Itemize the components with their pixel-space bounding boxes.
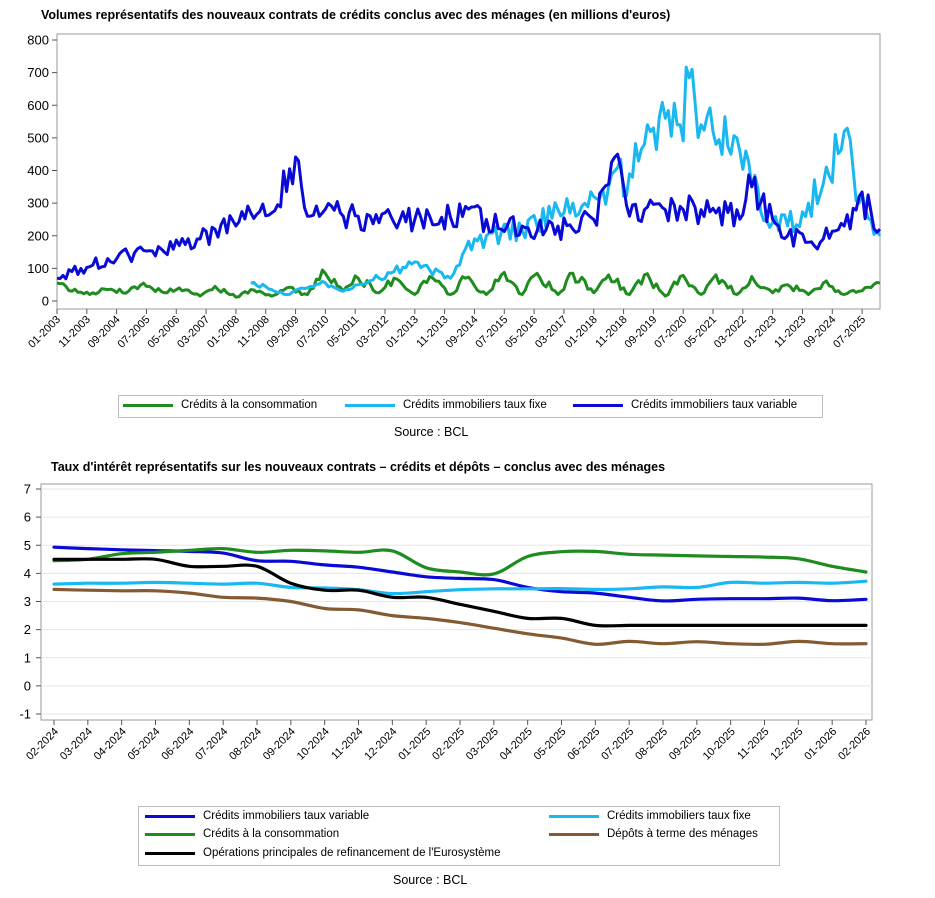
y-tick-label: 600 bbox=[27, 98, 49, 113]
chart2-legend: Crédits immobiliers taux variable Crédit… bbox=[138, 806, 780, 866]
x-tick-label: 07-2010 bbox=[294, 314, 331, 351]
x-tick-label: 12-2025 bbox=[768, 726, 805, 763]
y-tick-label: 800 bbox=[27, 33, 49, 48]
series-line-0 bbox=[56, 268, 881, 299]
x-tick-label: 01-2023 bbox=[742, 314, 779, 351]
x-tick-label: 02-2026 bbox=[836, 726, 873, 763]
plot-frame bbox=[56, 33, 881, 310]
legend-item-depots: Dépôts à terme des ménages bbox=[549, 828, 758, 840]
legend-label: Dépôts à terme des ménages bbox=[607, 828, 758, 840]
chart2-plot: -10123456702-202403-202404-202405-202406… bbox=[19, 482, 873, 763]
y-tick-label: 300 bbox=[27, 196, 49, 211]
y-tick-label: 0 bbox=[24, 678, 31, 693]
x-tick-label: 11-2025 bbox=[735, 726, 771, 762]
series-line-4 bbox=[52, 557, 868, 628]
y-tick-label: 5 bbox=[24, 538, 31, 553]
legend-label: Crédits à la consommation bbox=[181, 399, 318, 411]
legend-label: Crédits immobiliers taux variable bbox=[203, 810, 370, 822]
x-tick-label: 07-2025 bbox=[831, 314, 868, 351]
x-tick-label: 03-2025 bbox=[464, 726, 501, 763]
legend-item-consommation: Crédits à la consommation bbox=[145, 828, 339, 840]
legend-item-consommation: Crédits à la consommation bbox=[123, 399, 317, 411]
y-tick-label: -1 bbox=[19, 707, 31, 722]
legend-item-taux-variable: Crédits immobiliers taux variable bbox=[573, 399, 797, 411]
x-tick-label: 03-2024 bbox=[58, 726, 95, 763]
x-tick-label: 04-2024 bbox=[92, 726, 129, 763]
chart1-source: Source : BCL bbox=[394, 425, 469, 439]
legend-swatch bbox=[145, 851, 195, 855]
x-tick-label: 02-2024 bbox=[24, 726, 61, 763]
x-tick-label: 01-2008 bbox=[205, 314, 242, 351]
chart1-title: Volumes représentatifs des nouveaux cont… bbox=[41, 8, 671, 22]
y-tick-label: 200 bbox=[27, 228, 49, 243]
legend-swatch bbox=[549, 814, 599, 818]
x-tick-label: 09-2024 bbox=[261, 726, 298, 763]
y-tick-label: 1 bbox=[24, 650, 31, 665]
legend-swatch bbox=[345, 403, 395, 407]
legend-swatch bbox=[123, 403, 173, 407]
x-tick-label: 05-2024 bbox=[126, 726, 163, 763]
x-tick-label: 05-2025 bbox=[532, 726, 569, 763]
series-line-1 bbox=[52, 579, 868, 596]
x-tick-label: 12-2024 bbox=[362, 726, 399, 763]
y-tick-label: 4 bbox=[24, 566, 31, 581]
series-line-2 bbox=[52, 546, 868, 577]
legend-swatch bbox=[145, 814, 195, 818]
x-tick-label: 09-2025 bbox=[667, 726, 704, 763]
y-tick-label: 0 bbox=[42, 294, 49, 309]
x-tick-label: 07-2025 bbox=[599, 726, 636, 763]
legend-label: Crédits immobiliers taux fixe bbox=[403, 399, 547, 411]
x-tick-label: 08-2025 bbox=[633, 726, 670, 763]
legend-item-refinancement: Opérations principales de refinancement … bbox=[145, 847, 501, 859]
legend-label: Crédits à la consommation bbox=[203, 828, 340, 840]
x-tick-label: 02-2025 bbox=[430, 726, 467, 763]
x-tick-label: 01-2013 bbox=[384, 314, 421, 351]
legend-label: Crédits immobiliers taux variable bbox=[631, 399, 798, 411]
x-tick-label: 10-2025 bbox=[701, 726, 738, 763]
x-tick-label: 06-2025 bbox=[565, 726, 602, 763]
legend-label: Opérations principales de refinancement … bbox=[203, 847, 501, 859]
y-tick-label: 6 bbox=[24, 510, 31, 525]
x-tick-label: 06-2024 bbox=[159, 726, 196, 763]
legend-label: Crédits immobiliers taux fixe bbox=[607, 810, 751, 822]
series-line-3 bbox=[52, 587, 868, 646]
y-tick-label: 400 bbox=[27, 163, 49, 178]
x-tick-label: 01-2003 bbox=[26, 314, 63, 351]
y-tick-label: 7 bbox=[24, 482, 31, 497]
legend-swatch bbox=[573, 403, 623, 407]
x-tick-label: 08-2024 bbox=[227, 726, 264, 763]
series-line-2 bbox=[56, 152, 882, 281]
chart1-plot: 010020030040050060070080001-200311-20030… bbox=[26, 33, 882, 351]
y-tick-label: 500 bbox=[27, 130, 49, 145]
chart1-legend: Crédits à la consommation Crédits immobi… bbox=[118, 395, 823, 418]
legend-swatch bbox=[145, 832, 195, 836]
y-tick-label: 100 bbox=[27, 261, 49, 276]
legend-item-taux-fixe: Crédits immobiliers taux fixe bbox=[345, 399, 547, 411]
x-tick-label: 07-2024 bbox=[193, 726, 230, 763]
x-tick-label: 01-2026 bbox=[802, 726, 839, 763]
y-tick-label: 3 bbox=[24, 594, 31, 609]
x-tick-label: 10-2024 bbox=[295, 726, 332, 763]
legend-item-taux-variable: Crédits immobiliers taux variable bbox=[145, 810, 369, 822]
legend-item-taux-fixe: Crédits immobiliers taux fixe bbox=[549, 810, 751, 822]
series-line-1 bbox=[250, 65, 882, 296]
chart2-title: Taux d'intérêt représentatifs sur les no… bbox=[51, 460, 666, 474]
chart2-source: Source : BCL bbox=[393, 873, 468, 887]
y-tick-label: 2 bbox=[24, 622, 31, 637]
x-tick-label: 01-2018 bbox=[563, 314, 600, 351]
y-tick-label: 700 bbox=[27, 65, 49, 80]
legend-swatch bbox=[549, 832, 599, 836]
x-tick-label: 11-2024 bbox=[329, 726, 365, 762]
x-tick-label: 04-2025 bbox=[498, 726, 535, 763]
x-tick-label: 01-2025 bbox=[396, 726, 433, 763]
